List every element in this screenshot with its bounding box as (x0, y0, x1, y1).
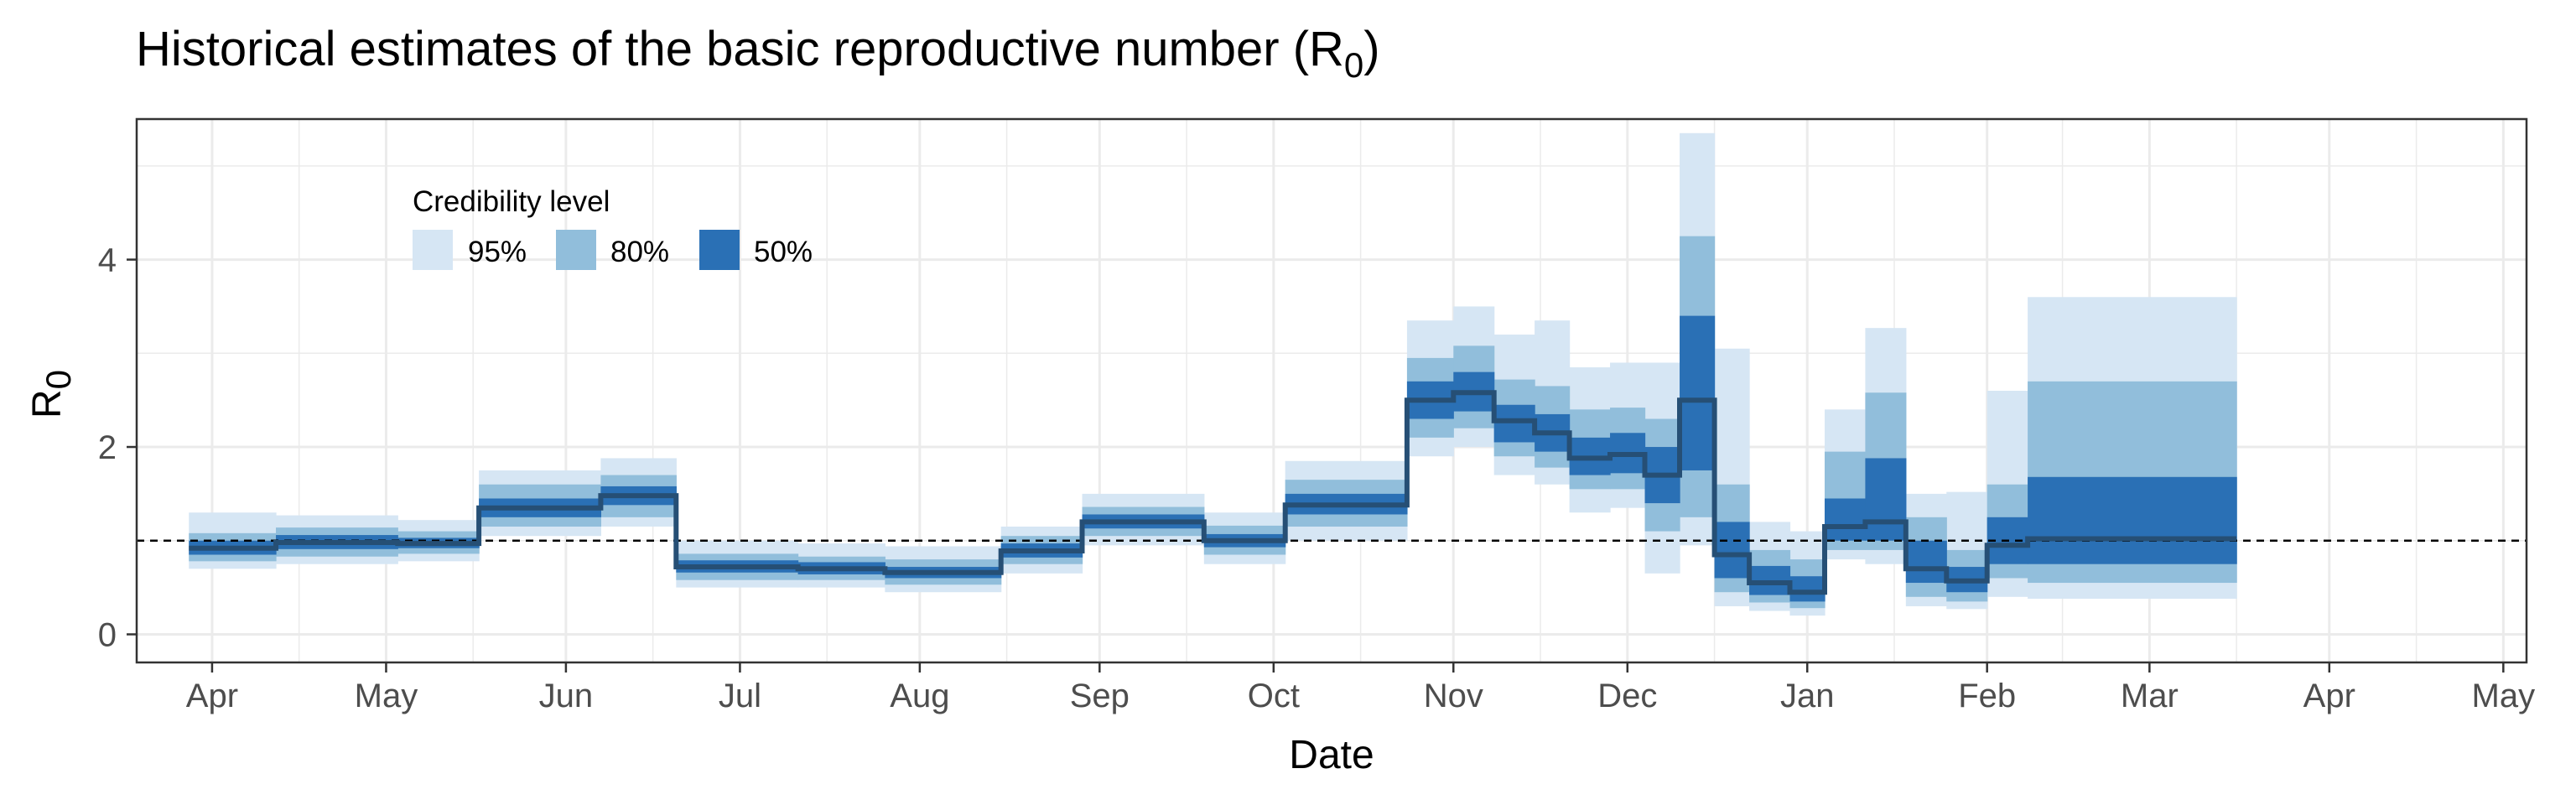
chart-title-subscript: 0 (1344, 45, 1363, 85)
x-tick-label-6: Oct (1248, 678, 1300, 714)
y-axis: 0 2 4 (98, 242, 137, 653)
band-50-segment-23 (1824, 498, 1867, 541)
x-tick-label-7: Nov (1424, 678, 1483, 714)
legend-label-95: 95% (468, 236, 527, 268)
chart-title: Historical estimates of the basic reprod… (136, 22, 1380, 85)
x-tick-label-13: May (2472, 678, 2536, 714)
band-50-segment-14 (1493, 404, 1535, 443)
x-tick-label-11: Mar (2121, 678, 2179, 714)
x-axis: Apr May Jun Jul Aug Sep Oct Nov Dec Jan Feb Mar Apr M… (186, 662, 2535, 714)
band-50-segment-19 (1680, 315, 1716, 470)
band-50-segment-20 (1714, 522, 1750, 579)
x-tick-label-9: Jan (1780, 678, 1835, 714)
x-tick-label-2: Jun (539, 678, 594, 714)
x-tick-label-5: Sep (1070, 678, 1130, 714)
x-tick-label-4: Aug (890, 678, 949, 714)
x-tick-label-3: Jul (719, 678, 761, 714)
legend-title: Credibility level (413, 185, 610, 218)
y-tick-label-2: 4 (98, 242, 117, 279)
band-50-segment-28 (2028, 476, 2237, 564)
x-tick-label-12: Apr (2303, 678, 2355, 714)
chart-title-suffix: ) (1363, 22, 1379, 76)
y-axis-title-subscript: 0 (39, 370, 78, 389)
y-tick-label-0: 0 (98, 616, 117, 653)
band-50-segment-25 (1905, 540, 1947, 584)
band-50-segment-24 (1865, 458, 1907, 541)
y-axis-title: R0 (25, 370, 78, 418)
legend-swatch-50 (699, 230, 740, 270)
x-tick-label-0: Apr (186, 678, 238, 714)
plot-panel-border (135, 117, 2528, 664)
legend-swatch-95 (413, 230, 453, 270)
band-50-segment-22 (1789, 576, 1826, 602)
legend-label-80: 80% (610, 236, 669, 268)
legend-swatch-80 (556, 230, 596, 270)
x-tick-label-1: May (355, 678, 418, 714)
legend: Credibility level 95% 80% 50% (413, 185, 813, 270)
y-tick-label-1: 2 (98, 429, 117, 466)
x-tick-label-10: Feb (1958, 678, 2016, 714)
median-line (189, 390, 2237, 595)
legend-label-50: 50% (754, 236, 813, 268)
x-axis-title: Date (1289, 733, 1374, 777)
x-tick-label-8: Dec (1597, 678, 1657, 714)
